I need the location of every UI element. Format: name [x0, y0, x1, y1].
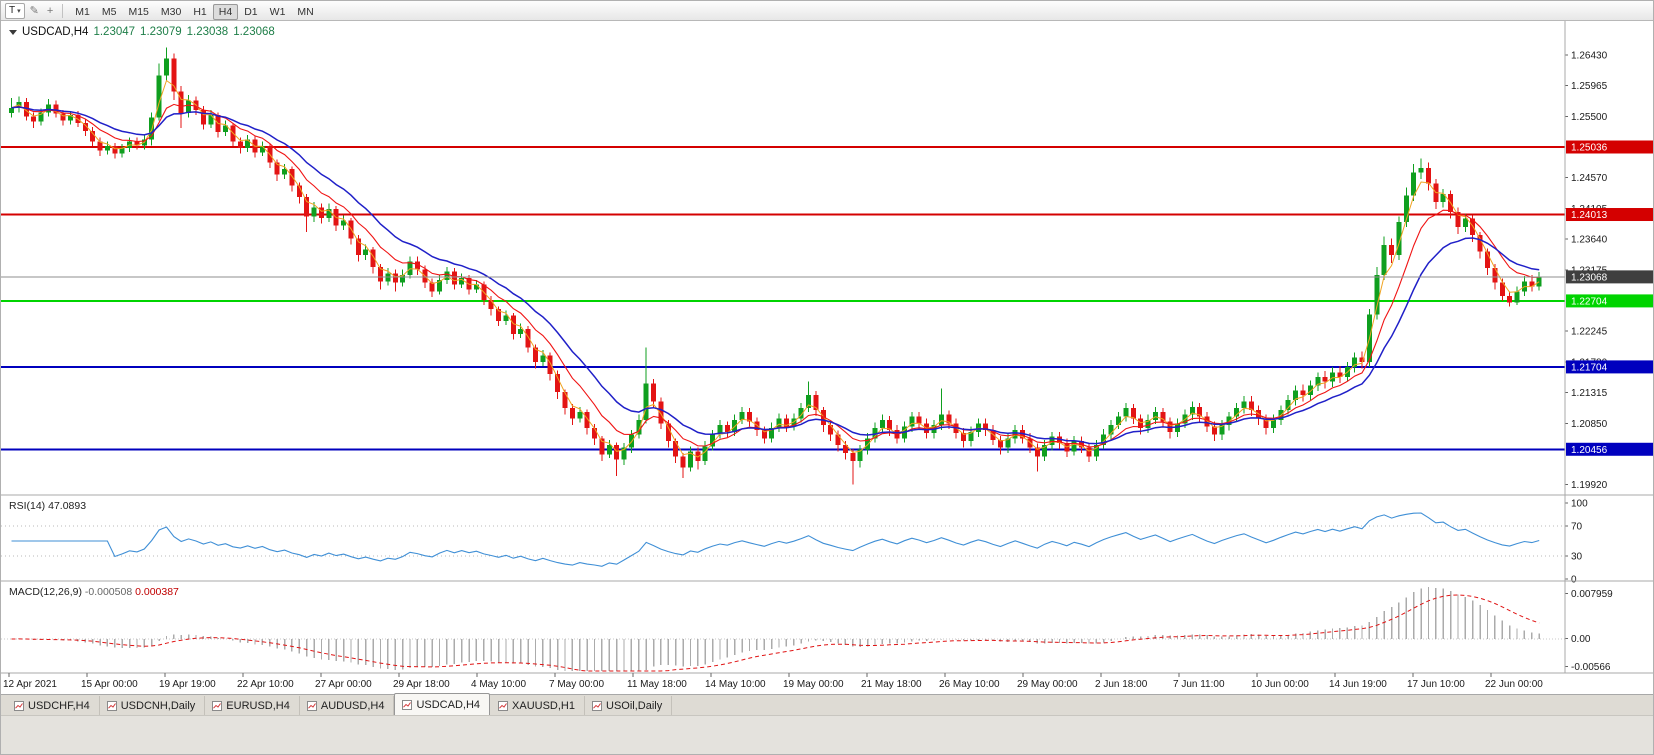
tab-label: USDCNH,Daily: [120, 699, 196, 712]
timeframe-button-w1[interactable]: W1: [269, 5, 286, 18]
svg-text:0.007959: 0.007959: [1571, 589, 1613, 600]
svg-text:19 May 00:00: 19 May 00:00: [783, 679, 844, 690]
tab-label: USOil,Daily: [606, 699, 663, 712]
tab-label: USDCAD,H4: [416, 698, 481, 711]
tab-audusd-h4[interactable]: AUDUSD,H4: [300, 696, 395, 715]
svg-text:29 Apr 18:00: 29 Apr 18:00: [393, 679, 450, 690]
chart-icon: [402, 699, 413, 710]
svg-text:30: 30: [1571, 552, 1583, 563]
svg-text:26 May 10:00: 26 May 10:00: [939, 679, 1000, 690]
svg-text:7 May 00:00: 7 May 00:00: [549, 679, 604, 690]
chart-toolbar: T ▾ ✎ + M1 M5 M15 M30 H1 H4 D1 W1 MN: [1, 1, 1653, 21]
chart-icon: [498, 700, 509, 711]
tab-usoil-daily[interactable]: USOil,Daily: [585, 696, 673, 715]
svg-text:1.22704: 1.22704: [1571, 296, 1608, 307]
svg-text:1.23068: 1.23068: [1571, 272, 1608, 283]
tab-label: EURUSD,H4: [226, 699, 290, 712]
svg-text:21 May 18:00: 21 May 18:00: [861, 679, 922, 690]
chevron-down-icon: ▾: [17, 7, 21, 15]
svg-text:1.23640: 1.23640: [1571, 235, 1608, 246]
svg-text:15 Apr 00:00: 15 Apr 00:00: [81, 679, 138, 690]
tab-usdcad-h4[interactable]: USDCAD,H4: [394, 693, 491, 715]
svg-text:0.00: 0.00: [1571, 634, 1591, 645]
svg-text:19 Apr 19:00: 19 Apr 19:00: [159, 679, 216, 690]
svg-text:70: 70: [1571, 521, 1583, 532]
svg-text:22 Apr 10:00: 22 Apr 10:00: [237, 679, 294, 690]
crosshair-icon[interactable]: +: [46, 4, 54, 17]
chart-icon: [306, 700, 317, 711]
svg-text:1.20850: 1.20850: [1571, 419, 1608, 430]
timeframe-button-m30[interactable]: M30: [160, 5, 182, 18]
timeframe-button-m5[interactable]: M5: [101, 5, 117, 18]
svg-text:0: 0: [1571, 575, 1577, 586]
window-bottom-area: [1, 715, 1653, 754]
svg-text:1.21315: 1.21315: [1571, 388, 1608, 399]
svg-text:1.25965: 1.25965: [1571, 81, 1608, 92]
svg-text:29 May 00:00: 29 May 00:00: [1017, 679, 1078, 690]
price-chart-canvas[interactable]: 1.264301.259651.255001.245701.241051.236…: [1, 1, 1654, 694]
timeframe-button-h1[interactable]: H1: [193, 5, 207, 18]
svg-text:11 May 18:00: 11 May 18:00: [627, 679, 687, 690]
svg-text:1.19920: 1.19920: [1571, 480, 1608, 491]
svg-text:100: 100: [1571, 499, 1588, 510]
svg-text:1.20456: 1.20456: [1571, 445, 1608, 456]
svg-text:22 Jun 00:00: 22 Jun 00:00: [1485, 679, 1543, 690]
timeframe-button-h4[interactable]: H4: [212, 3, 239, 20]
chart-icon: [212, 700, 223, 711]
svg-text:1.24570: 1.24570: [1571, 173, 1608, 184]
svg-text:4 May 10:00: 4 May 10:00: [471, 679, 526, 690]
tab-usdchf-h4[interactable]: USDCHF,H4: [7, 696, 100, 715]
chart-icon: [106, 700, 117, 711]
svg-text:27 Apr 00:00: 27 Apr 00:00: [315, 679, 372, 690]
svg-text:12 Apr 2021: 12 Apr 2021: [3, 679, 57, 690]
svg-text:1.21704: 1.21704: [1571, 362, 1608, 373]
svg-text:1.26430: 1.26430: [1571, 50, 1608, 61]
chart-tab-bar: USDCHF,H4 USDCNH,Daily EURUSD,H4 AUDUSD,H4 U…: [1, 693, 1653, 715]
pencil-icon[interactable]: ✎: [29, 5, 39, 17]
svg-text:1.22245: 1.22245: [1571, 327, 1608, 338]
chart-type-label: T: [9, 5, 16, 16]
svg-text:2 Jun 18:00: 2 Jun 18:00: [1095, 679, 1148, 690]
chart-icon: [14, 700, 24, 711]
svg-text:14 Jun 19:00: 14 Jun 19:00: [1329, 679, 1387, 690]
timeframe-button-m15[interactable]: M15: [128, 5, 149, 18]
tab-usdcnh-daily[interactable]: USDCNH,Daily: [100, 696, 206, 715]
svg-text:10 Jun 00:00: 10 Jun 00:00: [1251, 679, 1309, 690]
svg-text:1.25036: 1.25036: [1571, 142, 1608, 153]
tab-label: XAUUSD,H1: [512, 699, 575, 712]
timeframe-button-mn[interactable]: MN: [297, 5, 314, 18]
svg-text:1.25500: 1.25500: [1571, 112, 1608, 123]
chart-type-button[interactable]: T ▾: [5, 2, 25, 19]
toolbar-separator: [62, 3, 64, 18]
timeframe-button-d1[interactable]: D1: [244, 5, 258, 18]
svg-text:17 Jun 10:00: 17 Jun 10:00: [1407, 679, 1465, 690]
chart-icon: [592, 700, 602, 711]
svg-text:14 May 10:00: 14 May 10:00: [705, 679, 766, 690]
timeframe-button-m1[interactable]: M1: [75, 5, 90, 18]
svg-text:-0.00566: -0.00566: [1571, 662, 1611, 673]
tab-eurusd-h4[interactable]: EURUSD,H4: [205, 696, 300, 715]
svg-text:7 Jun 11:00: 7 Jun 11:00: [1173, 679, 1225, 690]
tab-xauusd-h1[interactable]: XAUUSD,H1: [491, 696, 585, 715]
tab-label: USDCHF,H4: [28, 699, 90, 712]
svg-text:1.24013: 1.24013: [1571, 210, 1608, 221]
timeframe-group: M1 M5 M15 M30 H1 H4 D1 W1 MN: [69, 2, 319, 20]
tab-label: AUDUSD,H4: [320, 699, 385, 712]
